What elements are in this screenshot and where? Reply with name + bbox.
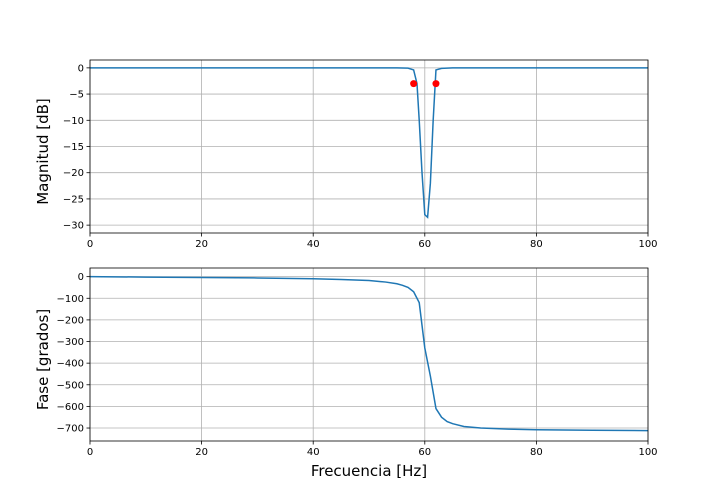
phase-grid — [89, 268, 649, 441]
magnitude-xtick-label-60: 60 — [418, 239, 431, 250]
magnitude-grid — [89, 60, 649, 233]
phase-frame — [89, 267, 649, 442]
phase-ytick-label--500: −500 — [57, 380, 84, 391]
phase-xtick-label-100: 100 — [638, 447, 657, 458]
magnitude-marker-1 — [432, 80, 440, 88]
phase-xtick-label-0: 0 — [87, 447, 93, 458]
magnitude-plot: 0 20 40 60 80 100 0 −5 −10 −15 −20 −25 −30 Magnitud … — [34, 59, 658, 250]
phase-ylabel: Fase [grados] — [34, 309, 52, 410]
magnitude-ytick-label--20: −20 — [63, 168, 84, 179]
magnitude-ytick-label--5: −5 — [69, 90, 84, 101]
magnitude-frame — [89, 59, 649, 234]
magnitude-marker-0 — [410, 80, 418, 88]
magnitude-line — [90, 67, 648, 219]
magnitude-ytick-label--25: −25 — [63, 194, 84, 205]
phase-plot: 0 20 40 60 80 100 0 −100 −200 −300 −400 −500 −600 −70… — [34, 267, 658, 480]
phase-ytick-label--300: −300 — [57, 337, 84, 348]
magnitude-xtick-label-100: 100 — [638, 239, 657, 250]
magnitude-ytick-label--10: −10 — [63, 116, 84, 127]
magnitude-xtick-label-20: 20 — [195, 239, 208, 250]
phase-xtick-label-40: 40 — [307, 447, 320, 458]
phase-ticks: 0 20 40 60 80 100 0 −100 −200 −300 −400 −500 −600 −70… — [57, 272, 658, 458]
phase-ytick-label--200: −200 — [57, 315, 84, 326]
magnitude-ytick-label-0: 0 — [78, 63, 84, 74]
phase-ytick-label--700: −700 — [57, 424, 84, 435]
magnitude-ytick-label--15: −15 — [63, 142, 84, 153]
phase-line — [90, 275, 648, 432]
phase-xlabel: Frecuencia [Hz] — [311, 462, 427, 480]
magnitude-ticks: 0 20 40 60 80 100 0 −5 −10 −15 −20 −25 −30 — [63, 63, 658, 250]
phase-ytick-label--100: −100 — [57, 294, 84, 305]
phase-ytick-label--600: −600 — [57, 402, 84, 413]
phase-ytick-label-0: 0 — [78, 272, 84, 283]
phase-ytick-label--400: −400 — [57, 359, 84, 370]
magnitude-xtick-label-40: 40 — [307, 239, 320, 250]
magnitude-ytick-label--30: −30 — [63, 221, 84, 232]
magnitude-xtick-label-80: 80 — [530, 239, 543, 250]
magnitude-ylabel: Magnitud [dB] — [34, 98, 52, 205]
phase-xtick-label-80: 80 — [530, 447, 543, 458]
magnitude-xtick-label-0: 0 — [87, 239, 93, 250]
phase-xtick-label-20: 20 — [195, 447, 208, 458]
phase-xtick-label-60: 60 — [418, 447, 431, 458]
magnitude-markers — [410, 80, 440, 88]
